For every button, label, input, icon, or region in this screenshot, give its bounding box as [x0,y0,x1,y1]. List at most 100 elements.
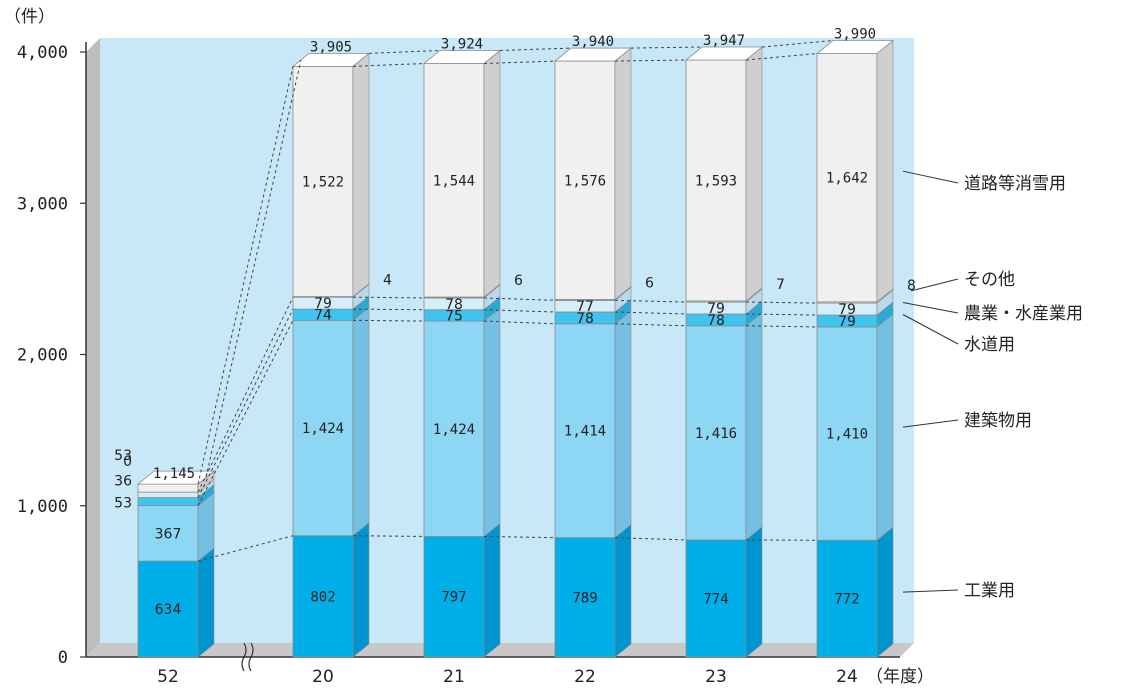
bar-segment-side [876,313,894,541]
connector-line [197,535,294,562]
legend-leader-line [902,170,959,184]
bar-segment [554,323,616,539]
data-label: 79 [707,301,725,317]
x-tick-label: 23 [705,667,727,687]
data-label: 36 [114,474,132,490]
data-labels: 63436753360531,1458021,42474791,52243,90… [114,27,916,619]
x-tick-label: 52 [157,667,179,687]
connector-line [197,320,294,506]
bar-segment-side [614,310,632,539]
total-label: 1,145 [153,466,195,482]
bars [136,39,895,658]
legend-label: 農業・水産業用 [964,304,1083,324]
total-label: 3,905 [310,39,352,55]
data-label: 53 [114,496,132,512]
connector-line [197,308,294,498]
bar-segment [137,505,199,562]
legend-leader-line [902,589,959,593]
data-label: 797 [441,590,466,606]
x-tick-label: 20 [312,667,334,687]
bar-segment-side [483,49,501,298]
bar-segment [685,59,747,302]
legend-label: 水道用 [964,335,1015,355]
left-wall-shade [86,38,100,657]
total-label: 3,940 [572,34,614,50]
bar-segment-side [614,47,632,301]
bar-segment [816,539,878,658]
bar-segment [292,535,354,658]
bar-segment-side [745,312,763,541]
bar-segment-side [614,524,632,658]
total-label: 3,947 [703,33,745,49]
data-label: 1,522 [302,174,344,190]
data-label: 74 [314,308,332,324]
bar-segment [685,539,747,658]
bar-segment [423,536,485,658]
bar-segment-side [352,306,370,537]
data-label: 53 [114,448,132,464]
axis-break-mark [248,642,254,672]
legend-label: 工業用 [964,581,1015,601]
bar-segment-side [745,526,763,658]
connector-line [205,59,302,478]
data-label: 1,410 [826,427,868,443]
data-label: 1,593 [695,173,737,189]
bar-top-face [136,470,216,485]
bar-segment-side [352,52,370,298]
x-tick-label: 21 [443,667,465,687]
y-tick-label: 1,000 [17,497,68,517]
data-label: 78 [576,311,594,327]
bar-segment [816,326,878,541]
data-label: 772 [834,592,859,608]
total-label: 3,990 [834,27,876,43]
axes: 0 1,000 2,000 3,000 4,000 52 20 21 22 23 24 [17,42,900,687]
bar-segment-side [197,547,215,658]
data-label: 79 [838,314,856,330]
data-label: 789 [572,590,597,606]
data-label: 78 [445,297,463,313]
data-label: 1,416 [695,426,737,442]
plot-panel [100,38,914,643]
legend-leader-line [902,314,959,345]
legend-label: その他 [964,270,1015,290]
bar-segment [685,325,747,541]
data-label: 1,424 [302,421,344,437]
legend-leader-line [902,302,959,314]
data-label: 1,576 [564,173,606,189]
bar-segment [292,65,354,297]
x-tick-label: 22 [574,667,596,687]
legend-leader-line [902,419,959,428]
data-label: 8 [907,278,916,294]
bar-top-face [815,40,895,54]
bar-segment-side [876,39,894,303]
legend-leader-line [910,278,959,292]
data-label: 1,424 [433,422,475,438]
bar-segment [292,319,354,537]
data-label: 4 [383,273,392,289]
data-label: 77 [576,299,594,315]
data-label: 1,544 [433,173,475,189]
data-label: 802 [310,589,335,605]
y-unit-label: （件） [4,7,55,27]
data-label: 75 [445,308,463,324]
bar-segment-side [352,522,370,658]
axis-break-mark [241,642,247,672]
bar-segment [137,491,199,498]
data-label: 6 [645,275,654,291]
data-label: 774 [703,591,728,607]
data-label: 79 [838,302,856,318]
y-tick-label: 4,000 [17,43,68,63]
bar-segment [554,60,616,300]
x-unit-label: （年度） [866,667,934,687]
data-label: 634 [155,602,182,618]
bar-segment-side [483,307,501,538]
x-tick-label: 24 [836,667,858,687]
bar-segment-side [876,526,894,658]
y-tick-label: 3,000 [17,194,68,214]
data-label: 79 [314,296,332,312]
y-tick-label: 0 [58,648,68,668]
bar-segment [554,537,616,658]
y-tick-label: 2,000 [17,346,68,366]
